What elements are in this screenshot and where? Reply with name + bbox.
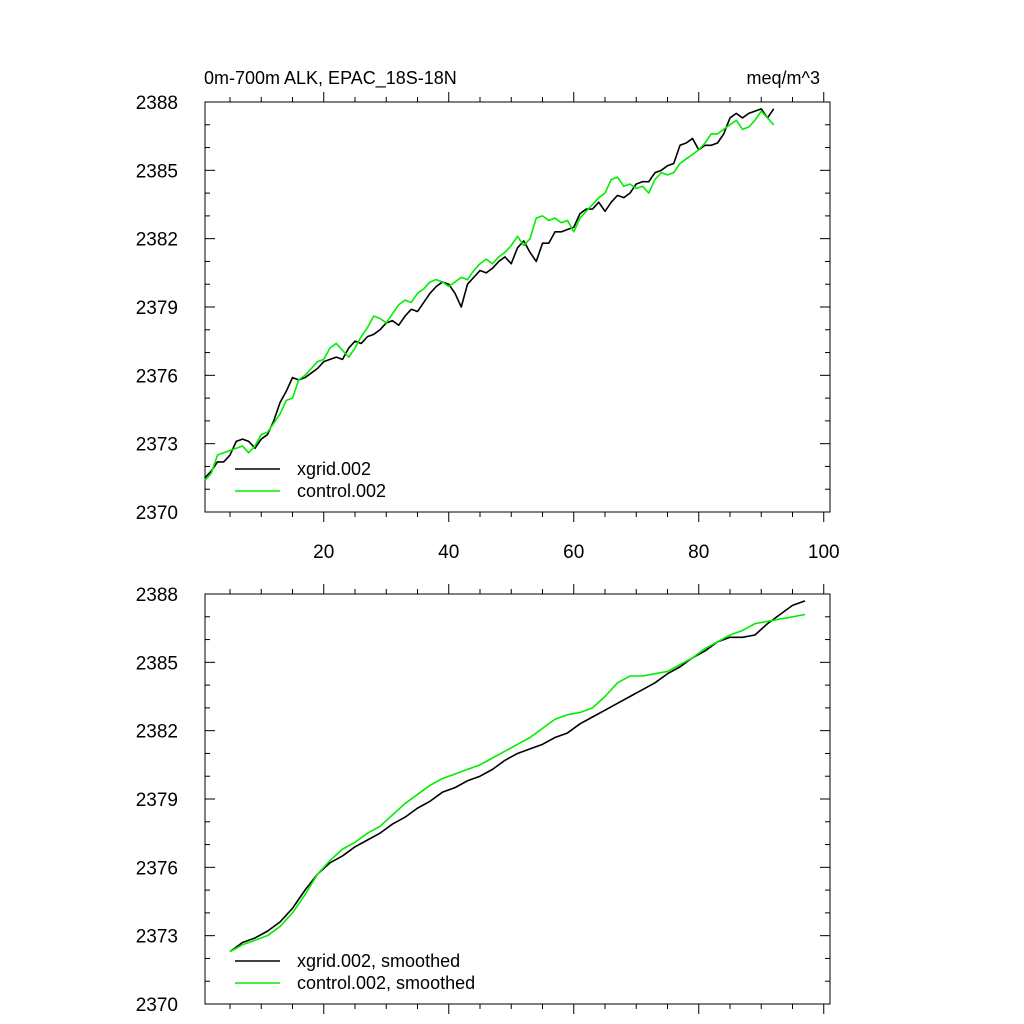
legend-label-xgrid: xgrid.002 — [297, 459, 371, 479]
series-line-control — [229, 613, 806, 953]
plot-frame — [204, 593, 831, 1005]
legend-label-control: control.002, smoothed — [297, 973, 475, 993]
y-tick-label: 2373 — [136, 435, 178, 456]
y-tick-label: 2385 — [136, 653, 178, 674]
x-tick-label: 60 — [563, 542, 584, 563]
legend-label-xgrid: xgrid.002, smoothed — [297, 951, 460, 971]
y-tick-label: 2376 — [136, 366, 178, 387]
x-tick-label: 40 — [438, 542, 459, 563]
y-tick-label: 2379 — [136, 298, 178, 319]
y-tick-label: 2373 — [136, 927, 178, 948]
y-tick-label: 2382 — [136, 230, 178, 251]
bottom-panel: 2370 2373 2376 2379 2382 2385 2388 xgrid.002, s… — [136, 584, 831, 1016]
y-tick-label: 2370 — [136, 503, 178, 524]
x-tick-label: 20 — [313, 542, 334, 563]
series-line-xgrid — [204, 108, 775, 479]
y-tick-label: 2376 — [136, 858, 178, 879]
chart-title-left: 0m-700m ALK, EPAC_18S-18N — [204, 68, 457, 89]
y-tick-label: 2370 — [136, 995, 178, 1016]
y-tick-label: 2385 — [136, 161, 178, 182]
chart-title-right: meq/m^3 — [747, 68, 820, 88]
y-tick-label: 2388 — [136, 93, 178, 114]
legend-label-control: control.002 — [297, 481, 386, 501]
plot-frame — [204, 101, 831, 513]
y-tick-label: 2382 — [136, 722, 178, 743]
series-line-xgrid — [229, 600, 806, 953]
series-line-control — [204, 110, 775, 481]
y-tick-label: 2388 — [136, 585, 178, 606]
top-panel: 2370 2373 2376 2379 2382 2385 2388 20 40 60 80 100 x… — [136, 92, 840, 563]
x-tick-label: 100 — [808, 542, 840, 563]
y-tick-label: 2379 — [136, 790, 178, 811]
x-tick-label: 80 — [688, 542, 709, 563]
